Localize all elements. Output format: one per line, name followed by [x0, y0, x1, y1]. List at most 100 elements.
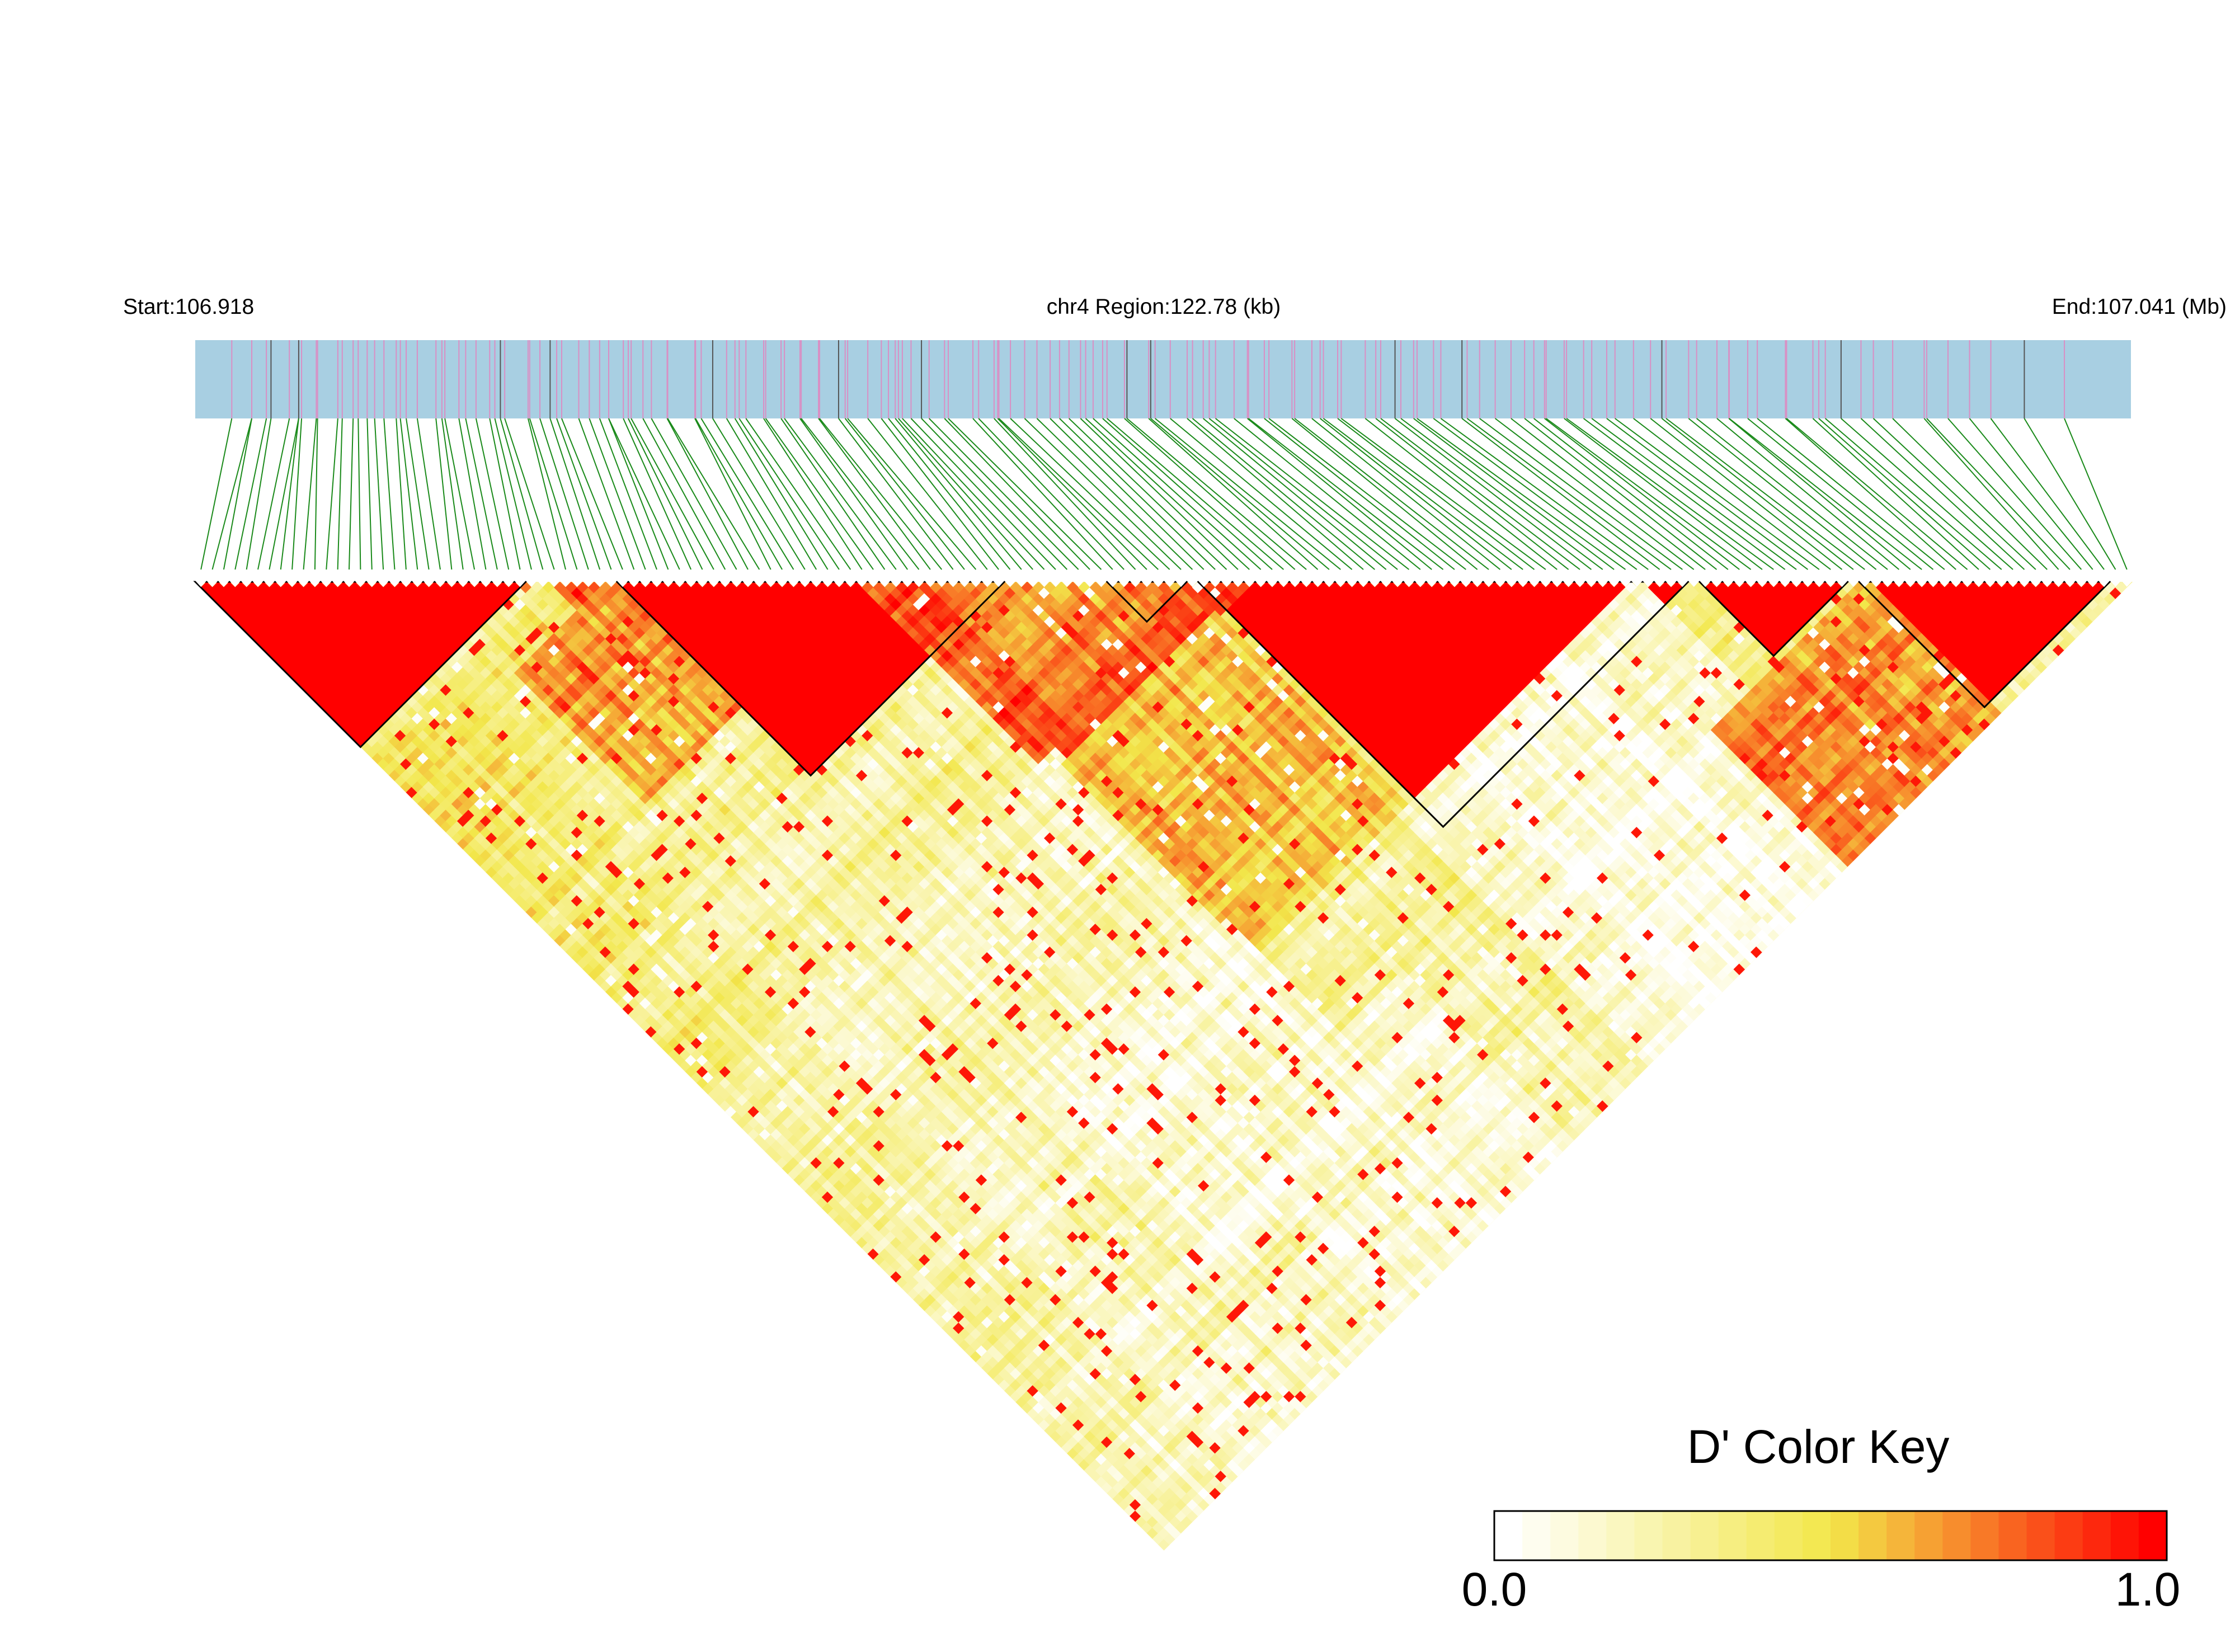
ld-cell: [303, 627, 316, 639]
ld-cell: [764, 1111, 777, 1124]
snp-connector-line: [441, 418, 464, 570]
snp-connector-line: [1102, 418, 1273, 570]
ld-cell: [912, 1259, 925, 1272]
ld-cell: [1095, 1476, 1108, 1489]
ld-cell: [901, 1259, 914, 1272]
snp-connector-line: [1892, 418, 2048, 570]
snp-connector-line: [1311, 418, 1501, 570]
snp-connector-line: [948, 418, 1102, 570]
ld-cell: [1095, 1465, 1108, 1477]
snp-connector-line: [2064, 418, 2128, 570]
snp-connector-line: [763, 418, 863, 570]
snp-connector-line: [1872, 418, 2036, 570]
ld-cell: [1055, 1413, 1067, 1426]
ld-cell: [1163, 1510, 1176, 1523]
ld-cell: [1100, 1470, 1113, 1482]
ld-cell: [326, 661, 338, 674]
ld-cell: [1084, 1419, 1096, 1432]
snp-connector-line: [1860, 418, 2025, 570]
ld-cell: [1061, 1442, 1074, 1454]
ld-cell: [639, 975, 652, 987]
ld-cell: [263, 633, 276, 645]
ld-cell: [331, 678, 344, 691]
ld-cell: [935, 1293, 948, 1306]
ld-cell: [907, 1220, 920, 1232]
ld-cell: [1163, 1499, 1176, 1511]
ld-cell: [1141, 1465, 1153, 1477]
ld-cell: [1061, 1373, 1074, 1386]
ld-cell: [337, 672, 350, 685]
ld-cell: [918, 1277, 931, 1289]
ld-cell: [753, 1123, 766, 1135]
ld-cell: [896, 1242, 908, 1255]
ld-cell: [764, 1134, 777, 1146]
ld-cell: [742, 1123, 754, 1135]
snp-connector-line: [1059, 418, 1216, 570]
ld-cell: [474, 798, 487, 811]
ld-cell: [1061, 1385, 1074, 1397]
ld-cell: [639, 952, 652, 964]
ld-cell: [320, 678, 333, 691]
ld-cell: [525, 837, 538, 850]
ld-cell: [742, 1111, 754, 1124]
ld-cell: [639, 997, 652, 1010]
snp-connector-line: [1050, 418, 1204, 570]
ld-cell: [884, 1220, 897, 1232]
ld-cell: [594, 963, 606, 976]
ld-cell: [850, 1231, 863, 1244]
ld-cell: [440, 798, 452, 811]
ld-cell: [1050, 1396, 1062, 1409]
ld-cell: [274, 655, 287, 668]
ld-cell: [360, 672, 373, 685]
ld-cell: [303, 649, 316, 662]
snp-connector-line: [844, 418, 965, 570]
ld-cell: [320, 644, 333, 657]
snp-connector-line: [1192, 418, 1375, 570]
ld-cell: [770, 1117, 783, 1129]
ld-cell: [605, 986, 618, 999]
ld-cell: [610, 969, 623, 981]
ld-cell: [309, 667, 321, 679]
snp-connector-line: [819, 418, 943, 570]
ld-cell: [918, 1242, 931, 1255]
ld-cell: [371, 684, 384, 696]
ld-cell: [1152, 1510, 1165, 1523]
ld-cell: [804, 1128, 817, 1141]
ld-cell: [485, 809, 498, 822]
ld-cell: [890, 1259, 902, 1272]
ld-cell: [901, 1248, 914, 1260]
ld-cell: [1095, 1442, 1108, 1454]
ld-cell: [935, 1270, 948, 1283]
snp-connector-line: [1107, 418, 1284, 570]
ld-cell: [622, 969, 634, 981]
snp-connector-line: [500, 418, 544, 570]
snp-connector-line: [1036, 418, 1193, 570]
ld-cell: [309, 633, 321, 645]
ld-cell: [605, 963, 618, 976]
ld-cell: [912, 1293, 925, 1306]
ld-cell: [605, 975, 618, 987]
ld-cell: [799, 1123, 811, 1135]
snp-connector-line: [929, 418, 1079, 570]
snp-connector-line: [303, 418, 317, 570]
ld-cell: [924, 1248, 937, 1260]
snp-connector-line: [1926, 418, 2071, 570]
ld-cell: [924, 1236, 937, 1249]
ld-cell: [1107, 1476, 1119, 1489]
ld-cell: [320, 633, 333, 645]
snp-connector-line: [1126, 418, 1307, 570]
ld-cell: [485, 843, 498, 856]
snp-connector-line: [1294, 418, 1489, 570]
ld-cell: [474, 821, 487, 833]
ld-cell: [479, 792, 492, 804]
ld-cell: [890, 1236, 902, 1249]
ld-cell: [599, 969, 612, 981]
ld-cell: [605, 952, 618, 964]
ld-cell: [1146, 1504, 1159, 1517]
ld-cell: [502, 837, 515, 850]
ld-cell: [907, 1254, 920, 1266]
ld-cell: [1027, 1385, 1039, 1397]
snp-connector-line: [1494, 418, 1695, 570]
ld-cell: [1055, 1424, 1067, 1437]
ld-cell: [377, 678, 389, 691]
